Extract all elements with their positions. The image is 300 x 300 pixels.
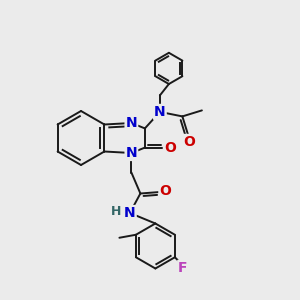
Text: H: H (111, 205, 122, 218)
Text: N: N (126, 116, 137, 130)
Text: N: N (124, 206, 136, 220)
Text: F: F (178, 261, 188, 275)
Text: O: O (159, 184, 171, 198)
Text: N: N (126, 146, 137, 160)
Text: O: O (164, 141, 176, 154)
Text: N: N (154, 105, 166, 119)
Text: O: O (183, 135, 195, 149)
